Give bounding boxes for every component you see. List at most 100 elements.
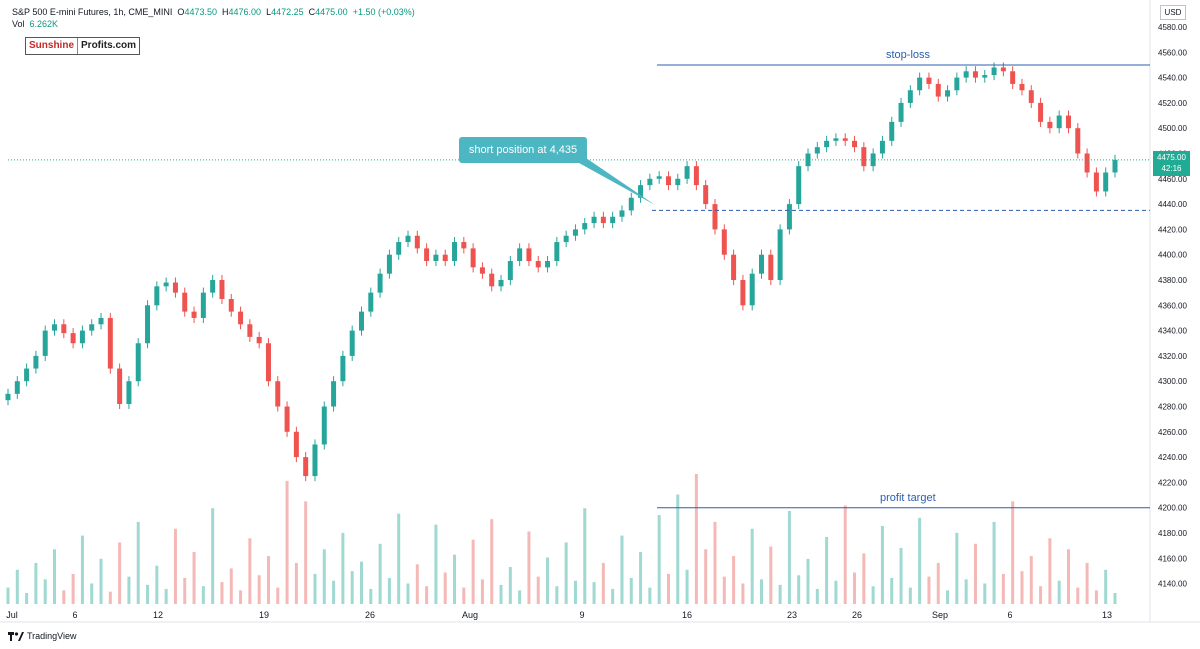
candle-body: [107, 317, 113, 369]
x-tick-label: 19: [259, 610, 269, 620]
candle-body: [275, 381, 281, 407]
candle-body: [14, 381, 20, 394]
close-value: 4475.00: [315, 7, 348, 17]
last-price-tag: 4475.00 42:16: [1153, 151, 1190, 176]
y-tick-label: 4240.00: [1158, 453, 1187, 462]
volume-bar: [99, 558, 103, 604]
candle-body: [396, 242, 402, 255]
candle-body: [228, 298, 234, 312]
volume-bar: [43, 579, 47, 604]
callout-pointer: [570, 158, 655, 205]
volume-bar: [434, 524, 438, 604]
candle-body: [517, 248, 523, 262]
y-tick-label: 4400.00: [1158, 251, 1187, 260]
candle-body: [210, 280, 216, 293]
volume-bar: [155, 565, 159, 604]
candle-body: [284, 406, 290, 432]
candle-body: [321, 406, 327, 445]
candle-body: [424, 248, 430, 262]
volume-bar: [71, 573, 75, 604]
open-value: 4473.50: [184, 7, 217, 17]
x-tick-label: 26: [365, 610, 375, 620]
open-label: O: [177, 7, 185, 17]
candle-body: [5, 393, 11, 401]
volume-bar: [15, 569, 19, 604]
candle-body: [907, 90, 913, 103]
candle-body: [777, 229, 783, 280]
volume-bar: [239, 590, 243, 604]
volume-bar: [983, 583, 987, 604]
volume-bar: [173, 528, 177, 604]
candle-body: [684, 166, 690, 179]
candle-body: [703, 185, 709, 205]
volume-bar: [992, 521, 996, 604]
candle-body: [805, 153, 811, 167]
volume-bar: [508, 567, 512, 604]
candle-body: [1065, 115, 1071, 129]
candle-body: [926, 77, 932, 84]
candle-body: [1093, 172, 1099, 192]
candle-body: [461, 242, 467, 249]
candle-body: [675, 178, 681, 186]
volume-bar: [62, 590, 66, 604]
candle-body: [182, 292, 188, 312]
volume-bar: [211, 508, 215, 604]
volume-bar: [332, 580, 336, 604]
symbol-title: S&P 500 E-mini Futures, 1h, CME_MINI: [12, 7, 173, 17]
x-tick-label: 23: [787, 610, 797, 620]
candle-body: [442, 254, 448, 262]
candle-body: [507, 261, 513, 280]
volume-bar: [685, 569, 689, 604]
candle-body: [982, 75, 988, 78]
volume-bar: [657, 515, 661, 604]
volume-bar: [25, 593, 29, 604]
volume-bar: [294, 562, 298, 604]
volume-bar: [964, 579, 968, 604]
currency-button[interactable]: USD: [1160, 5, 1186, 20]
profit-target-label: profit target: [880, 492, 936, 504]
candle-body: [656, 176, 662, 179]
y-tick-label: 4340.00: [1158, 327, 1187, 336]
volume-bar: [704, 549, 708, 604]
x-tick-label: 6: [72, 610, 77, 620]
candle-body: [79, 330, 85, 344]
volume-bar: [304, 501, 308, 604]
volume-bar: [443, 572, 447, 604]
candle-body: [712, 204, 718, 230]
y-tick-label: 4460.00: [1158, 175, 1187, 184]
tradingview-label: TradingView: [27, 631, 77, 641]
volume-bar: [797, 575, 801, 604]
volume-bar: [713, 521, 717, 604]
candle-body: [628, 197, 634, 211]
y-tick-label: 4140.00: [1158, 580, 1187, 589]
candle-body: [219, 280, 225, 299]
sunshine-profits-logo: Sunshine Profits.com: [25, 37, 141, 55]
volume-bar: [248, 538, 252, 604]
candle-body: [665, 176, 671, 186]
volume-bar: [313, 573, 317, 604]
volume-bar: [741, 583, 745, 604]
candle-body: [842, 138, 848, 141]
x-tick-label: Aug: [462, 610, 478, 620]
volume-bar: [108, 591, 112, 604]
candle-body: [1084, 153, 1090, 173]
volume-bar: [1066, 549, 1070, 604]
candle-body: [935, 83, 941, 97]
volume-bar: [601, 562, 605, 604]
candle-body: [731, 254, 737, 280]
tradingview-brand[interactable]: TradingView: [8, 631, 77, 641]
candle-body: [154, 286, 160, 306]
candle-body: [591, 216, 597, 224]
chart-legend-ohlc: S&P 500 E-mini Futures, 1h, CME_MINI O44…: [12, 7, 415, 17]
volume-bar: [1011, 501, 1015, 604]
candle-body: [247, 324, 253, 337]
volume-bar: [1029, 556, 1033, 604]
volume-bar: [220, 582, 224, 604]
candle-body: [600, 216, 606, 224]
volume-bar: [480, 579, 484, 604]
volume-bar: [285, 480, 289, 604]
x-tick-label: 6: [1007, 610, 1012, 620]
candle-body: [200, 292, 206, 318]
